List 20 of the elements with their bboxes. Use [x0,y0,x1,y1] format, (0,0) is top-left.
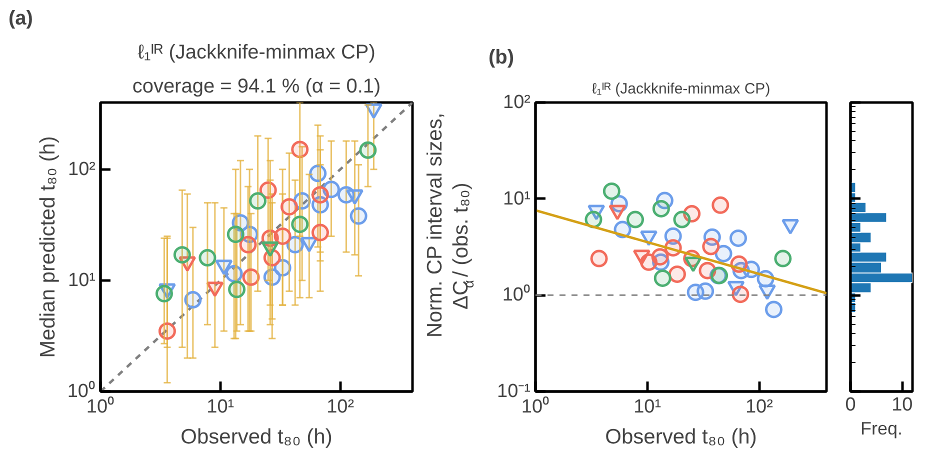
y-axis-title: Median predicted t₈₀ (h) [36,136,60,358]
x-tick-label: 0 [845,394,856,416]
x-tick-label: 10¹ [206,396,234,418]
x-tick-label: 10 [892,394,913,416]
chart-subtitle: coverage = 94.1 % (α = 0.1) [132,76,381,98]
y-tick-label: 10² [68,158,96,180]
y-tick-label: 10² [503,92,531,113]
x-axis-title: Freq. [860,418,903,438]
y-tick-label: 10⁰ [502,284,531,306]
x-tick-label: 10² [745,396,773,418]
x-axis-title: Observed t₈₀ (h) [180,426,332,448]
x-axis-title: Observed t₈₀ (h) [605,426,757,448]
y-tick-label: 10¹ [503,188,531,210]
text: (b) [488,46,514,68]
x-tick-label: 10² [326,396,354,418]
y-tick-label: 10¹ [68,270,96,291]
x-tick-label: 10¹ [634,396,662,418]
chart-title: ℓ₁ᴵᴿ (Jackknife-minmax CP) [138,42,376,64]
chart-title: ℓ₁ᴵᴿ (Jackknife-minmax CP) [592,80,770,98]
text: (a) [8,8,33,30]
